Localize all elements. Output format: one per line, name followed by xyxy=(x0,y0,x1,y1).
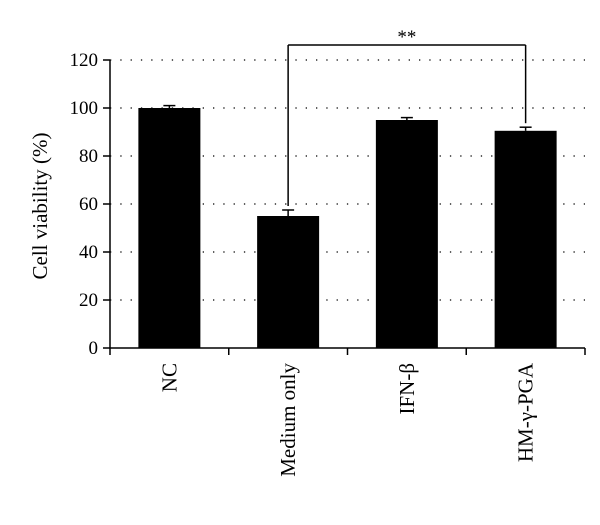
y-tick-label: 40 xyxy=(79,242,98,263)
bar xyxy=(138,108,201,348)
y-tick-label: 60 xyxy=(79,194,98,215)
bar xyxy=(375,120,438,348)
x-category-label: IFN-β xyxy=(395,363,419,415)
grid-lines xyxy=(110,59,585,301)
bars xyxy=(138,108,557,348)
bar xyxy=(494,130,557,348)
x-category-label: Medium only xyxy=(276,363,300,477)
y-tick-label: 80 xyxy=(79,146,98,167)
significance-label: ** xyxy=(397,27,416,48)
x-category-label: NC xyxy=(157,363,181,392)
y-tick-label: 0 xyxy=(89,338,99,359)
y-axis-title: Cell viability (%) xyxy=(28,133,52,280)
error-bars xyxy=(163,104,532,216)
y-tick-label: 20 xyxy=(79,290,98,311)
significance-bracket: ** xyxy=(287,27,527,206)
x-labels: NC Medium only IFN-β HM-γ-PGA xyxy=(157,362,537,477)
x-category-label: HM-γ-PGA xyxy=(514,362,538,462)
y-tick-label: 100 xyxy=(70,98,99,119)
y-ticks: 0 20 40 60 80 100 120 xyxy=(70,50,110,359)
bar xyxy=(257,216,320,348)
y-tick-label: 120 xyxy=(70,50,99,71)
